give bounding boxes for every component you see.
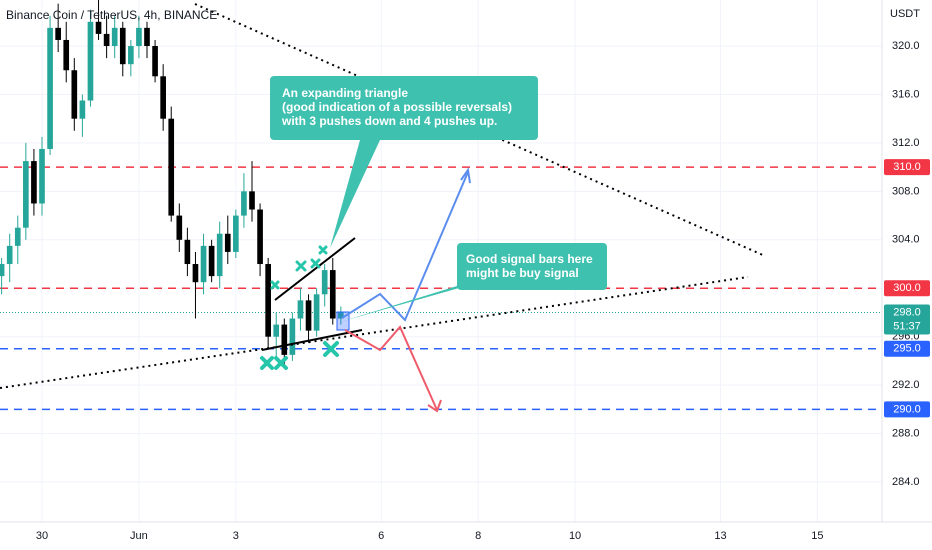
candle-body [289, 318, 296, 355]
candle-body [144, 27, 150, 47]
candle-body [200, 245, 207, 283]
x-tick-label: 6 [378, 530, 384, 542]
callout-pointer [340, 282, 480, 322]
candle-body [233, 215, 239, 252]
y-tick-label: 304.0 [892, 234, 920, 246]
x-tick-label: 15 [811, 530, 823, 542]
candle-body [47, 27, 53, 149]
callout [270, 76, 538, 140]
candle-body [111, 27, 118, 47]
bear-path [344, 325, 438, 411]
arrow-head [427, 399, 442, 413]
level-label: 300.0 [893, 282, 921, 294]
axes: 284.0288.0292.0296.0300.0304.0308.0312.0… [36, 40, 930, 542]
level-label: 295.0 [893, 343, 921, 355]
candle-body [216, 233, 223, 277]
candle-body [0, 264, 5, 277]
x-tick-label: 10 [569, 530, 581, 542]
triangle-line [274, 237, 356, 301]
candle-body [152, 46, 158, 77]
chart-title: Binance Coin / TetherUS, 4h, BINANCE [6, 8, 217, 22]
candle-body [119, 27, 126, 65]
candle-body [87, 21, 94, 101]
x-tick-label: 8 [475, 530, 481, 542]
candle-body [6, 245, 13, 265]
price-tag [884, 304, 930, 335]
trend-line [0, 276, 749, 389]
level-label: 290.0 [893, 403, 921, 415]
candle-body [160, 76, 166, 119]
candle-body [63, 39, 70, 71]
x-tick-label: 13 [714, 530, 726, 542]
candle-body [95, 21, 102, 34]
candle-body [176, 215, 183, 240]
annotation-text: An expanding triangle [282, 86, 408, 100]
axis-label: USDT [890, 8, 920, 20]
callout-pointer [330, 140, 380, 248]
callout [457, 243, 607, 290]
candle-body [55, 27, 61, 40]
triangle-line [261, 329, 363, 351]
annotation-text: with 3 pushes down and 4 pushes up. [281, 114, 497, 128]
x-tick-label: 30 [36, 530, 48, 542]
x-tick-label: Jun [130, 530, 148, 542]
candle-body [257, 209, 263, 265]
candle-body [103, 33, 110, 47]
candle-body [224, 233, 231, 252]
y-tick-label: 316.0 [892, 88, 920, 100]
candle-body [31, 161, 37, 204]
countdown: 51:37 [893, 320, 921, 332]
candle-body [79, 100, 86, 119]
y-tick-label: 320.0 [892, 40, 920, 52]
candle-body [313, 294, 320, 331]
candle-body [208, 245, 215, 277]
y-tick-label: 284.0 [892, 476, 920, 488]
level-label: 310.0 [893, 161, 921, 173]
price-tag [884, 280, 930, 297]
candle-body [273, 324, 280, 337]
candles [0, 0, 344, 367]
candle-body [184, 239, 191, 265]
trend-line [194, 3, 766, 257]
candle-body [265, 264, 271, 337]
current-price-label: 298.0 [893, 306, 921, 318]
candle-body [329, 270, 336, 319]
candle-body [128, 46, 134, 65]
candle-body [281, 324, 288, 355]
annotation-text: Good signal bars here [466, 252, 593, 266]
candle-body [241, 191, 247, 216]
x-tick-label: 3 [233, 530, 239, 542]
y-tick-label: 292.0 [892, 379, 920, 391]
candle-body [338, 312, 344, 319]
price-tag [884, 159, 930, 176]
drawings: An expanding triangle (good indication o… [0, 3, 766, 413]
candle-body [297, 300, 304, 319]
candle-body [39, 148, 45, 204]
price-tag [884, 401, 930, 418]
candle-body [14, 227, 21, 246]
candle-body [23, 161, 29, 228]
candle-body [192, 264, 199, 283]
annotation-text: (good indication of a possible reversals… [282, 100, 512, 114]
arrow-head [460, 167, 471, 184]
y-tick-label: 312.0 [892, 137, 920, 149]
candle-body [136, 27, 142, 47]
candle-body [305, 300, 312, 331]
candle-body [321, 270, 328, 295]
y-tick-label: 308.0 [892, 185, 920, 197]
annotation-text: might be buy signal [466, 266, 579, 280]
levels [0, 166, 882, 411]
y-tick-label: 288.0 [892, 427, 920, 439]
price-tag [884, 340, 930, 357]
candle-body [168, 118, 175, 216]
candle-body [71, 70, 78, 119]
x-marks [260, 245, 339, 370]
candle-body [249, 191, 255, 210]
